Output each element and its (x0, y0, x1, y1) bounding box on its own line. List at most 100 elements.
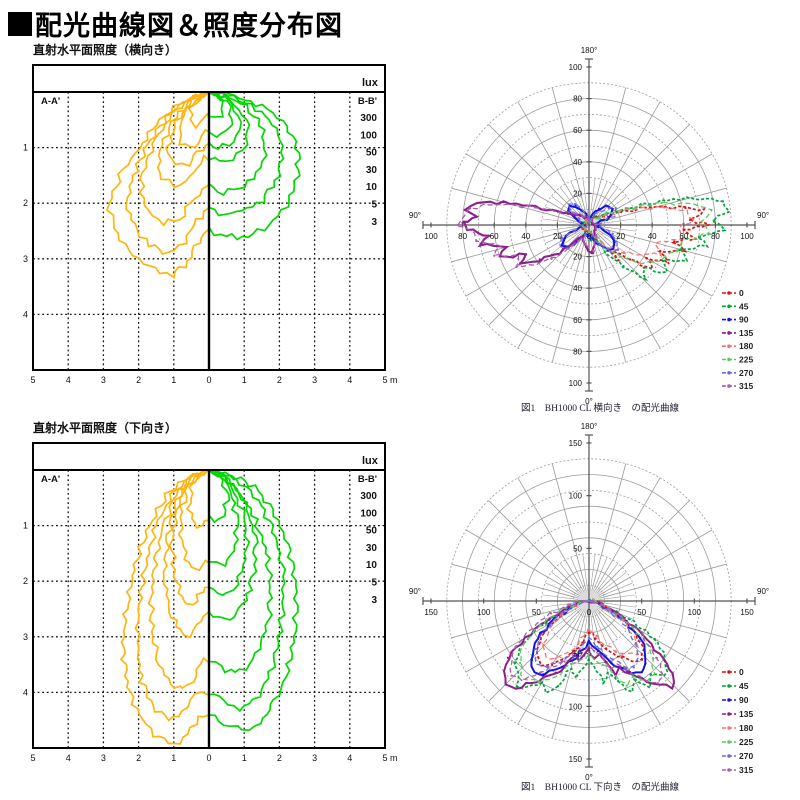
legend-marker (727, 768, 731, 772)
axis-label: 0° (585, 773, 593, 782)
contour-level-300 (209, 92, 225, 118)
axis-label: 45 (739, 301, 749, 311)
axis-label: 4 (66, 753, 71, 763)
axis-label: 60 (573, 316, 582, 325)
axis-label: 5 m (382, 375, 397, 385)
contour-level-50 (209, 470, 251, 597)
series-225-line (580, 201, 713, 265)
axis-label: 100 (740, 232, 754, 241)
axis-label: 90° (757, 211, 769, 220)
axis-label: 100 (569, 702, 583, 711)
legend-marker (727, 304, 731, 309)
axis-label: 50 (637, 608, 646, 617)
legend-marker (727, 291, 731, 295)
axis-label: 50 (532, 608, 541, 617)
contour-level-3 (209, 470, 299, 732)
axis-label: 100 (688, 608, 702, 617)
contour-level-5 (209, 92, 285, 217)
contour-chart-side: 直射水平面照度（横向き） lux A-A' B-B' 300 100 50 30 10 5 3 1 2 3… (0, 40, 400, 407)
axis-label: lux (362, 77, 379, 89)
contour-level-30 (209, 92, 251, 163)
contour-level-30 (162, 470, 209, 639)
axis-label: 0° (585, 397, 593, 406)
contour-level-10 (209, 470, 274, 674)
axis-label: 1 (23, 521, 28, 531)
axis-label: 100 (477, 608, 491, 617)
legend-marker (727, 344, 731, 349)
axis-label: 2 (23, 576, 28, 586)
axis-label: 60 (490, 232, 499, 241)
contour-level-100 (178, 92, 209, 148)
axis-label: B-B' (358, 474, 377, 485)
axis-label: B-B' (358, 96, 377, 107)
axis-label: 5 (30, 753, 35, 763)
axis-label: 40 (648, 232, 657, 241)
axis-label: 5 m (382, 753, 397, 763)
series-180-line (541, 600, 640, 660)
axis-label: lux (362, 455, 379, 467)
plot-border (32, 64, 386, 371)
axis-label: 315 (739, 765, 753, 775)
series-180-line (583, 205, 695, 257)
axis-label: 300 (360, 113, 377, 124)
axis-label: 90 (739, 695, 749, 705)
contour-level-50 (209, 92, 243, 151)
axis-label: 3 (101, 753, 106, 763)
contour-level-5 (125, 92, 209, 256)
axis-label: 0 (206, 375, 211, 385)
contour-level-30 (156, 92, 209, 189)
axis-label: 150 (569, 755, 583, 764)
axis-label: 1 (23, 143, 28, 153)
legend-marker (727, 740, 731, 744)
contour-level-50 (168, 470, 209, 606)
axis-label: 50 (573, 650, 582, 659)
contour-level-3 (105, 92, 209, 280)
axis-label: 315 (739, 381, 753, 391)
axis-label: 10 (366, 182, 378, 193)
polar-chart-svg: 180° 90° 90° 0° 20 20 40 40 60 60 80 80 100 100 100 80 6… (409, 46, 769, 406)
axis-label: 80 (711, 232, 720, 241)
axis-label: 50 (366, 148, 378, 159)
legend-marker (727, 670, 731, 674)
contour-level-10 (147, 470, 209, 690)
axis-label: 3 (371, 217, 377, 228)
axis-label: 3 (312, 753, 317, 763)
contour-level-3 (209, 92, 302, 241)
axis-label: 90 (739, 315, 749, 325)
axis-label: 3 (23, 632, 28, 642)
plot-border (32, 442, 386, 749)
axis-label: 50 (366, 526, 378, 537)
axis-label: 5 (30, 375, 35, 385)
axis-label: 135 (739, 709, 753, 719)
axis-label: 2 (136, 375, 141, 385)
page-title-text: 配光曲線図＆照度分布図 (35, 11, 343, 41)
contour-level-100 (209, 470, 240, 568)
contour-level-10 (138, 92, 209, 227)
series-270-line (558, 203, 618, 254)
series-45-line (513, 599, 669, 695)
page-title: 配光曲線図＆照度分布図 (8, 4, 343, 43)
contour-level-10 (209, 92, 268, 197)
legend-marker (727, 698, 731, 702)
legend-marker (727, 317, 731, 322)
polar-chart-down: 180° 90° 90° 0° 50 50 100 100 150 150 150 100 50 0 50 1… (405, 420, 800, 797)
axis-label: 225 (739, 737, 753, 747)
axis-label: 2 (277, 375, 282, 385)
contour-level-300 (209, 470, 231, 524)
axis-label: 270 (739, 751, 753, 761)
axis-label: 150 (424, 608, 438, 617)
axis-label: 10 (366, 560, 378, 571)
axis-label: 80 (458, 232, 467, 241)
contour-level-5 (209, 470, 287, 713)
axis-label: 2 (136, 753, 141, 763)
axis-label: 0 (739, 288, 744, 298)
polar-axes (422, 58, 756, 392)
legend: 0 45 90 135 180 225 270 315 (722, 288, 753, 391)
legend-marker (727, 371, 731, 375)
axis-label: 45 (739, 681, 749, 691)
axis-label: 100 (569, 379, 583, 388)
polar-chart-svg: 180° 90° 90° 0° 50 50 100 100 150 150 150 100 50 0 50 1… (409, 422, 769, 782)
axis-label: 150 (569, 439, 583, 448)
polar-chart-side: 180° 90° 90° 0° 20 20 40 40 60 60 80 80 100 100 100 80 6… (405, 40, 800, 417)
series-315-markers (456, 206, 597, 269)
